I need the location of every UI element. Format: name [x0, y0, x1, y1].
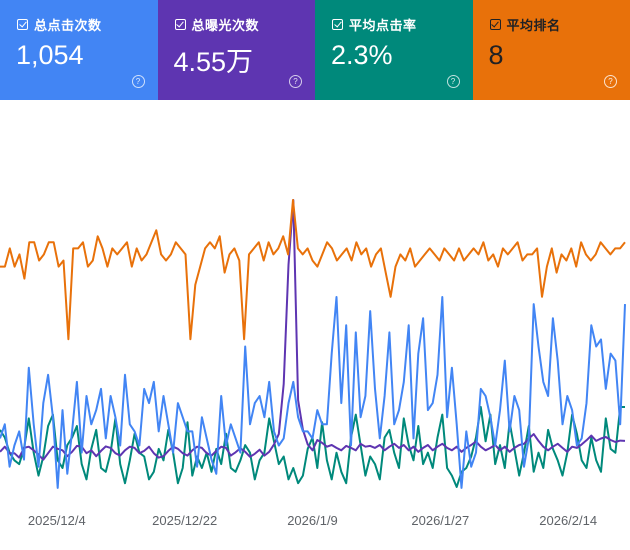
metric-label-impressions: 总曝光次数 [191, 18, 260, 33]
metric-card-position[interactable]: 平均排名 8 ? [472, 0, 630, 100]
metric-value-ctr: 2.3% [331, 40, 393, 70]
x-tick-label: 2025/12/4 [28, 513, 86, 528]
metric-value-clicks: 1,054 [16, 40, 84, 70]
metric-card-header: 平均排名 [489, 15, 561, 34]
x-tick-label: 2026/1/27 [411, 513, 469, 528]
checkbox-icon[interactable] [17, 19, 28, 30]
help-icon[interactable]: ? [604, 75, 617, 88]
metric-card-header: 总点击次数 [17, 15, 102, 34]
chart-series-group [0, 199, 626, 489]
metric-label-position: 平均排名 [506, 18, 561, 33]
metric-card-impressions[interactable]: 总曝光次数 4.55万 ? [157, 0, 315, 100]
help-icon[interactable]: ? [446, 75, 460, 88]
metric-label-clicks: 总点击次数 [34, 18, 102, 33]
checkbox-icon[interactable] [332, 19, 343, 30]
x-tick-label: 2026/2/14 [539, 513, 597, 528]
series-line-impressions[interactable] [0, 199, 626, 461]
performance-chart[interactable]: 2025/12/4 2025/12/22 2026/1/9 2026/1/27 2026… [0, 100, 630, 550]
help-icon[interactable]: ? [289, 75, 302, 88]
metric-label-ctr: 平均点击率 [349, 18, 417, 33]
checkbox-icon[interactable] [174, 19, 186, 30]
help-icon[interactable]: ? [131, 75, 145, 88]
x-tick-label: 2026/1/9 [287, 513, 338, 528]
metric-card-clicks[interactable]: 总点击次数 1,054 ? [0, 0, 158, 100]
series-line-clicks[interactable] [0, 296, 626, 489]
x-axis-tick-labels: 2025/12/4 2025/12/22 2026/1/9 2026/1/27 2026… [28, 513, 597, 528]
metric-card-header: 平均点击率 [332, 15, 417, 34]
metric-value-impressions: 4.55万 [173, 47, 254, 77]
x-tick-label: 2025/12/22 [152, 513, 217, 528]
metric-cards: 总点击次数 1,054 ? 总曝光次数 4.55万 ? 平均点击率 2.3% ?… [0, 0, 630, 100]
series-line-position[interactable] [0, 199, 626, 341]
metric-card-header: 总曝光次数 [174, 15, 260, 34]
metric-card-ctr[interactable]: 平均点击率 2.3% ? [315, 0, 473, 100]
metric-value-position: 8 [488, 40, 504, 70]
checkbox-icon[interactable] [489, 19, 501, 30]
